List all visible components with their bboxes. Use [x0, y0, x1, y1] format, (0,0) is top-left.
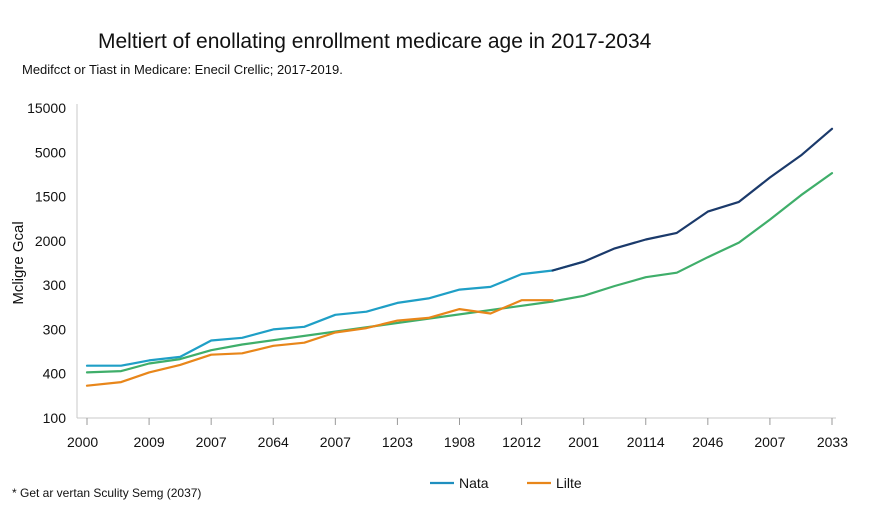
- series-line-1: [551, 127, 834, 272]
- x-tick-label: 2064: [258, 434, 289, 450]
- series-line-2: [85, 172, 834, 374]
- legend-label: Lilte: [556, 475, 582, 491]
- x-tick-label: 1203: [382, 434, 413, 450]
- x-tick-label: 2046: [692, 434, 723, 450]
- x-tick-label: 2001: [568, 434, 599, 450]
- y-tick-label: 100: [43, 410, 67, 426]
- x-tick-label: 1908: [444, 434, 475, 450]
- legend: Nata Lilte: [430, 475, 582, 491]
- chart-footnote: * Get ar vertan Sculity Semg (2037): [12, 486, 202, 500]
- x-tick-label: 2007: [196, 434, 227, 450]
- legend-label: Nata: [459, 475, 489, 491]
- x-tick-label: 2007: [754, 434, 785, 450]
- chart-subtitle: Medifcct or Tiast in Medicare: Enecil Cr…: [22, 62, 343, 77]
- series-line-3: [85, 299, 554, 387]
- y-tick-label: 2000: [35, 233, 66, 249]
- y-axis-ticks: 100 400 300 300 2000 1500 5000 15000: [27, 100, 66, 426]
- y-tick-label: 5000: [35, 144, 66, 160]
- x-tick-label: 2033: [817, 434, 848, 450]
- y-tick-label: 1500: [35, 189, 66, 205]
- chart-title: Meltiert of enollating enrollment medica…: [98, 30, 652, 53]
- x-tick-label: 2000: [67, 434, 98, 450]
- x-axis-ticks: 2000 2009 2007 2064 2007 1203 1908 12012 2001 201…: [67, 418, 848, 450]
- x-tick-label: 2009: [134, 434, 165, 450]
- y-tick-label: 400: [43, 366, 67, 382]
- series-lines: [85, 127, 834, 387]
- y-tick-label: 15000: [27, 100, 66, 116]
- x-tick-label: 12012: [502, 434, 541, 450]
- y-tick-label: 300: [43, 277, 67, 293]
- y-axis-label: Mcligre Gcal: [10, 221, 27, 304]
- x-tick-label: 20114: [627, 434, 665, 450]
- x-tick-label: 2007: [320, 434, 351, 450]
- series-line-0: [85, 260, 585, 367]
- y-tick-label: 300: [43, 321, 67, 337]
